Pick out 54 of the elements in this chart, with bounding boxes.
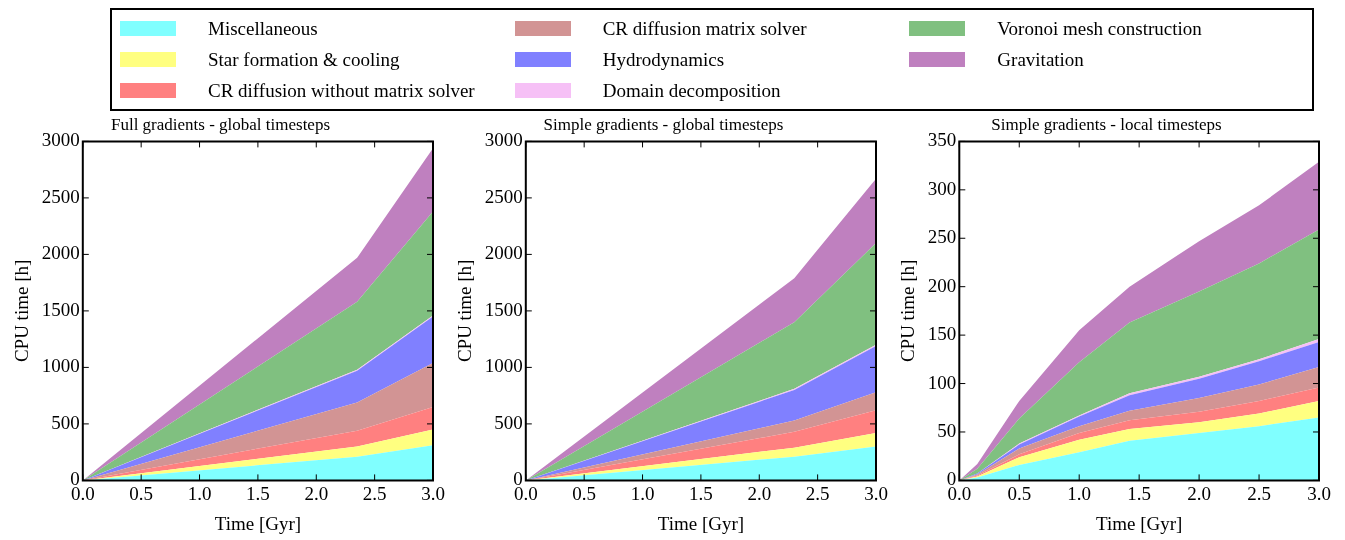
y-tick-label: 2000: [41, 242, 80, 264]
y-tick-label: 2500: [41, 185, 80, 207]
legend-label: Domain decomposition: [602, 79, 781, 102]
x-axis-title: Time [Gyr]: [657, 512, 745, 534]
x-tick-label: 3.0: [1307, 482, 1331, 504]
legend-label: CR diffusion without matrix solver: [208, 79, 475, 102]
y-tick-label: 3000: [484, 129, 523, 151]
legend-label: Miscellaneous: [208, 17, 318, 40]
y-tick-label: 350: [927, 129, 957, 151]
x-axis-title: Time [Gyr]: [214, 512, 302, 534]
x-tick-label: 2.5: [805, 482, 830, 504]
x-tick-label: 2.0: [747, 482, 772, 504]
legend-label: Gravitation: [997, 48, 1084, 71]
y-tick-label: 1500: [41, 298, 80, 320]
y-axis-title: CPU time [h]: [454, 259, 476, 363]
chart-title: Simple gradients - local timesteps: [991, 114, 1222, 134]
legend-label: Star formation & cooling: [208, 48, 400, 71]
y-tick-label: 1500: [484, 298, 523, 320]
x-tick-label: 1.0: [630, 482, 655, 504]
x-tick-label: 1.5: [246, 482, 270, 504]
x-tick-label: 1.5: [1127, 482, 1152, 504]
y-tick-label: 2000: [484, 242, 523, 264]
x-tick-label: 0.5: [129, 482, 154, 504]
y-axis-title: CPU time [h]: [11, 259, 33, 363]
legend-label: Voronoi mesh construction: [997, 17, 1202, 40]
y-tick-label: 50: [937, 419, 957, 441]
y-tick-label: 3000: [41, 129, 80, 151]
x-tick-label: 0.5: [1007, 482, 1032, 504]
chart-title: Full gradients - global timesteps: [110, 114, 331, 134]
x-tick-label: 2.5: [1247, 482, 1271, 504]
y-tick-label: 100: [927, 371, 957, 393]
y-tick-label: 1000: [41, 355, 80, 377]
x-tick-label: 2.0: [1187, 482, 1211, 504]
x-tick-label: 3.0: [864, 482, 888, 504]
chart-title: Simple gradients - global timesteps: [543, 114, 784, 134]
y-tick-label: 2500: [484, 185, 523, 207]
y-tick-label: 500: [51, 411, 80, 433]
x-axis-title: Time [Gyr]: [1095, 512, 1183, 534]
y-tick-label: 150: [927, 323, 957, 345]
x-tick-label: 3.0: [421, 482, 445, 504]
y-tick-label: 200: [927, 274, 957, 296]
legend-label: Hydrodynamics: [602, 48, 725, 71]
x-tick-label: 2.0: [304, 482, 329, 504]
y-axis-title: CPU time [h]: [897, 259, 919, 363]
legend-label: CR diffusion matrix solver: [602, 17, 807, 40]
x-tick-label: 1.0: [187, 482, 212, 504]
y-tick-label: 500: [494, 411, 523, 433]
x-tick-label: 2.5: [362, 482, 387, 504]
y-tick-label: 300: [927, 177, 957, 199]
y-tick-label: 250: [927, 226, 957, 248]
x-tick-label: 1.5: [689, 482, 713, 504]
y-tick-label: 1000: [484, 355, 523, 377]
x-tick-label: 0.5: [572, 482, 597, 504]
x-tick-label: 1.0: [1067, 482, 1092, 504]
